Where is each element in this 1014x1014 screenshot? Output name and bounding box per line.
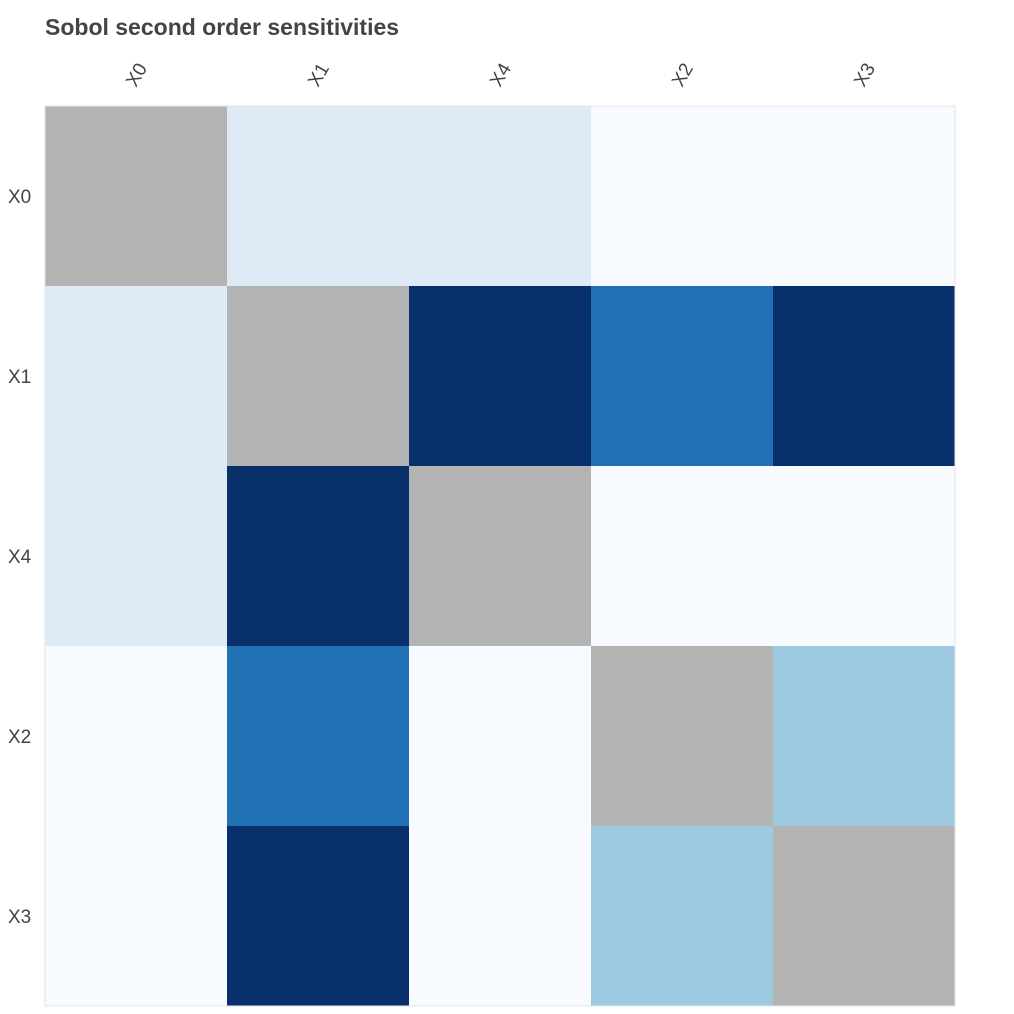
- heatmap-cell-X4-X3: [773, 466, 956, 647]
- heatmap-cell-X2-X2: [591, 646, 774, 827]
- x-tick-label-X3: X3: [850, 60, 880, 91]
- heatmap-cell-X4-X2: [591, 466, 774, 647]
- heatmap-cell-X3-X4: [409, 826, 592, 1007]
- heatmap-cell-X4-X1: [227, 466, 410, 647]
- y-tick-label-X0: X0: [8, 187, 31, 208]
- heatmap-cell-X2-X4: [409, 646, 592, 827]
- x-tick-label-X4: X4: [486, 59, 516, 90]
- x-tick-label-X1: X1: [304, 60, 334, 91]
- y-tick-label-X4: X4: [8, 547, 32, 568]
- heatmap-cell-X2-X0: [45, 646, 228, 827]
- heatmap-cell-X0-X3: [773, 106, 956, 287]
- y-axis-tick-labels: X0 X1 X4 X2 X3: [8, 187, 32, 928]
- heatmap-cell-X2-X3: [773, 646, 956, 827]
- heatmap-cell-X1-X3: [773, 286, 956, 467]
- heatmap-cell-X1-X1: [227, 286, 410, 467]
- heatmap-cell-X1-X4: [409, 286, 592, 467]
- heatmap-cells: [45, 106, 956, 1007]
- x-tick-label-X2: X2: [668, 60, 698, 91]
- y-tick-label-X2: X2: [8, 727, 31, 748]
- heatmap-cell-X1-X0: [45, 286, 228, 467]
- heatmap-cell-X4-X0: [45, 466, 228, 647]
- plot-border: [44, 105, 956, 1007]
- heatmap-cell-X0-X1: [227, 106, 410, 287]
- heatmap-cell-X3-X2: [591, 826, 774, 1007]
- heatmap-cell-X2-X1: [227, 646, 410, 827]
- heatmap-cell-X3-X0: [45, 826, 228, 1007]
- y-tick-label-X1: X1: [8, 367, 31, 388]
- heatmap-cell-X1-X2: [591, 286, 774, 467]
- heatmap-cell-X0-X2: [591, 106, 774, 287]
- heatmap-cell-X3-X1: [227, 826, 410, 1007]
- chart-title: Sobol second order sensitivities: [45, 14, 400, 40]
- heatmap-cell-X4-X4: [409, 466, 592, 647]
- x-axis-tick-labels: X0 X1 X4 X2 X3: [122, 59, 880, 90]
- heatmap-cell-X0-X0: [45, 106, 228, 287]
- x-tick-label-X0: X0: [122, 60, 152, 91]
- heatmap-cell-X0-X4: [409, 106, 592, 287]
- y-tick-label-X3: X3: [8, 907, 31, 928]
- heatmap-cell-X3-X3: [773, 826, 956, 1007]
